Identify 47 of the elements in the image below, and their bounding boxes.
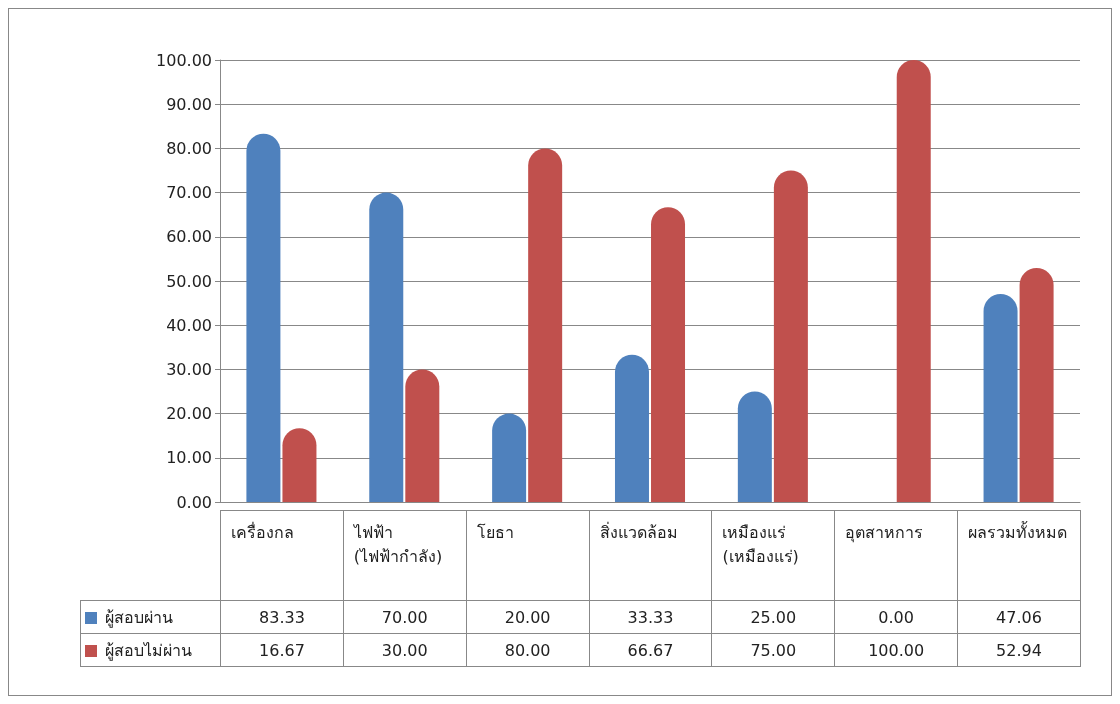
bar <box>983 293 1018 502</box>
data-label: 47.06 <box>957 600 1081 634</box>
y-tick-label: 40.00 <box>166 315 212 335</box>
data-label: 20.00 <box>466 600 590 634</box>
data-label: 66.67 <box>589 633 712 667</box>
y-tick-label: 80.00 <box>166 138 212 158</box>
data-label: 100.00 <box>834 633 958 667</box>
data-label: 75.00 <box>711 633 835 667</box>
x-tick-label: ไฟฟ้า (ไฟฟ้ากำลัง) <box>343 510 467 601</box>
x-tick-label: ผลรวมทั้งหมด <box>957 510 1081 601</box>
legend-label: ผู้สอบไม่ผ่าน <box>105 640 192 660</box>
bar <box>528 148 563 502</box>
data-label: 30.00 <box>343 633 467 667</box>
x-tick-label: สิ่งแวดล้อม <box>589 510 712 601</box>
data-label: 80.00 <box>466 633 590 667</box>
data-label: 0.00 <box>834 600 958 634</box>
y-tick-label: 30.00 <box>166 359 212 379</box>
bar <box>614 354 649 502</box>
y-tick-label: 70.00 <box>166 183 212 203</box>
bar <box>1019 268 1054 502</box>
y-tick-label: 90.00 <box>166 94 212 114</box>
data-label: 83.33 <box>220 600 344 634</box>
data-label: 25.00 <box>711 600 835 634</box>
legend-label: ผู้สอบผ่าน <box>105 607 173 627</box>
x-tick-label: เครื่องกล <box>220 510 344 601</box>
bar <box>492 413 527 502</box>
x-tick-label: อุตสาหการ <box>834 510 958 601</box>
data-label: 70.00 <box>343 600 467 634</box>
bar <box>896 60 931 502</box>
data-label: 52.94 <box>957 633 1081 667</box>
y-tick-label: 50.00 <box>166 271 212 291</box>
bar <box>405 369 440 502</box>
bar <box>737 391 772 502</box>
data-label: 33.33 <box>589 600 712 634</box>
x-tick-label: เหมืองแร่ (เหมืองแร่) <box>711 510 835 601</box>
bar <box>369 192 404 502</box>
x-tick-label: โยธา <box>466 510 590 601</box>
bar <box>246 133 281 502</box>
bar <box>282 428 317 502</box>
y-tick-label: 100.00 <box>156 50 212 70</box>
y-tick-label: 10.00 <box>166 448 212 468</box>
y-tick-label: 60.00 <box>166 227 212 247</box>
data-label: 16.67 <box>220 633 344 667</box>
bar <box>651 207 686 502</box>
y-tick-label: 0.00 <box>176 492 212 512</box>
y-tick-label: 20.00 <box>166 404 212 424</box>
bar <box>773 170 808 502</box>
